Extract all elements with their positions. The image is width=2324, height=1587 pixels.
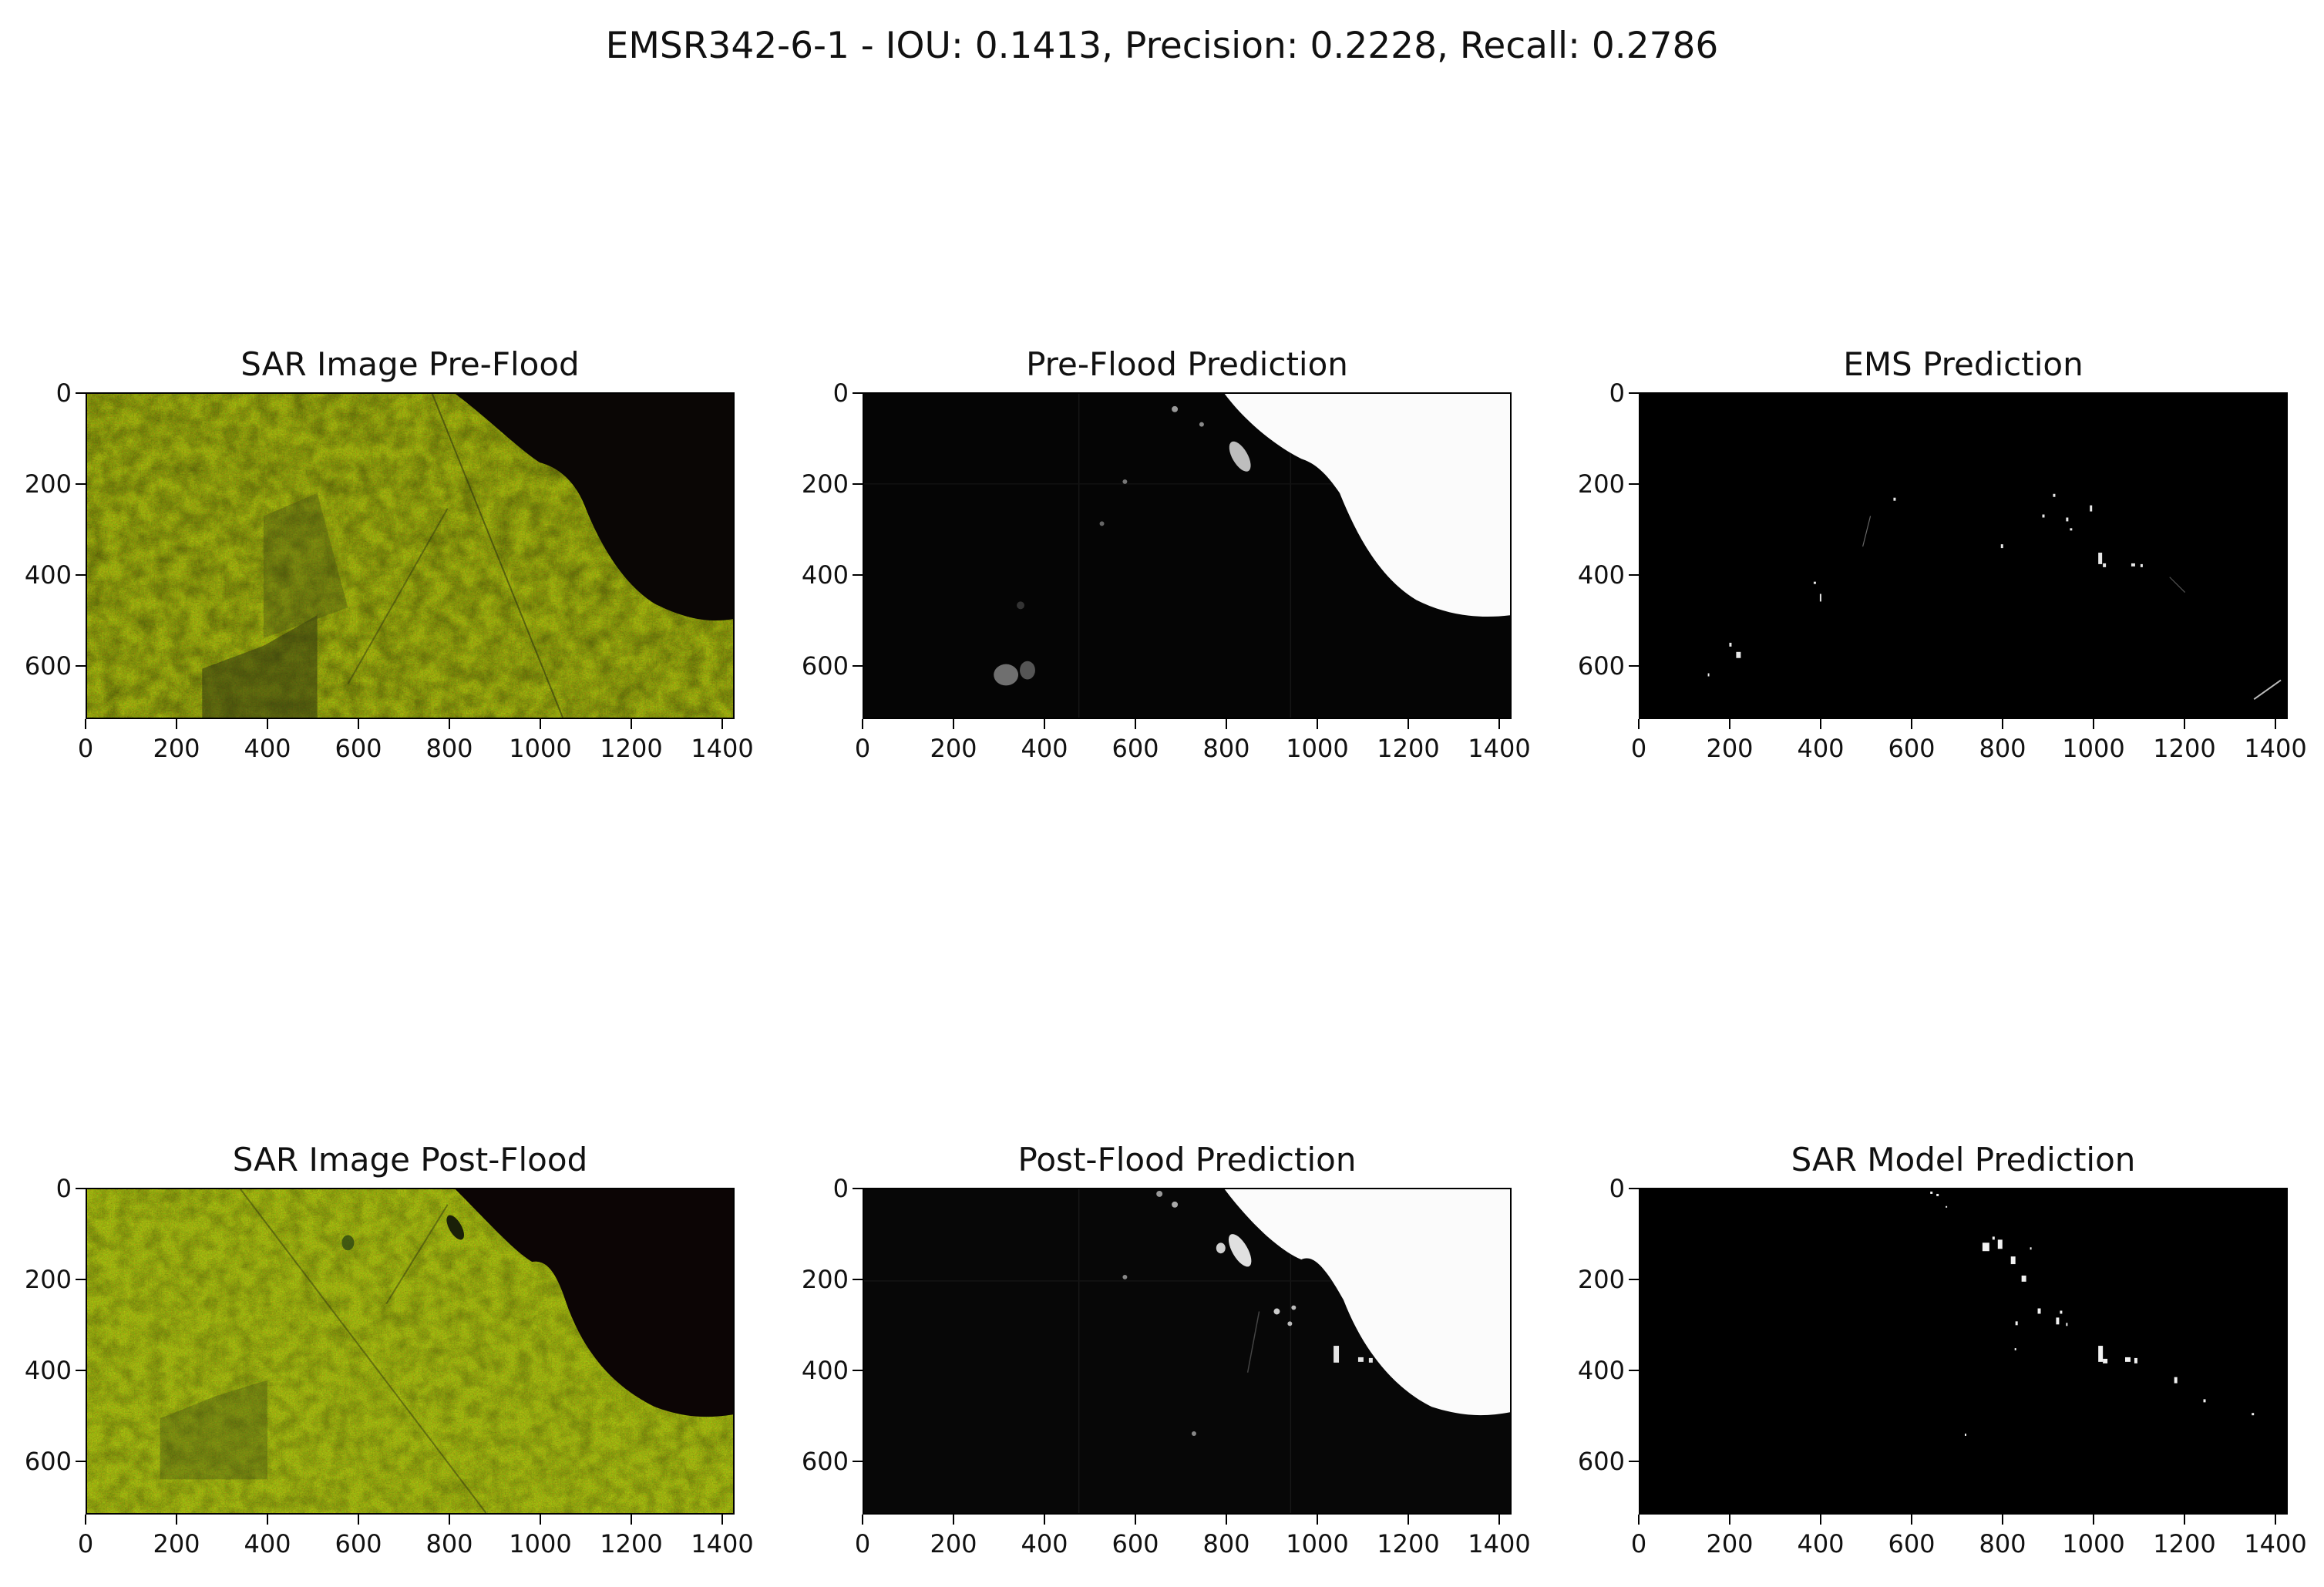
x-tick-label: 600: [1888, 1529, 1936, 1558]
y-tick-label: 0: [55, 378, 72, 408]
panel-pre-flood-prediction: Pre-Flood Prediction 0 200 400 600 800 1…: [802, 345, 1531, 763]
x-tick-label: 1200: [600, 1529, 663, 1558]
ems-mask: [1640, 394, 2286, 718]
x-tick-label: 1000: [2062, 734, 2125, 763]
x-tick-label: 1200: [600, 734, 663, 763]
y-tick-label: 600: [24, 651, 72, 681]
panel-title: SAR Model Prediction: [1791, 1141, 2136, 1178]
x-tick-label: 600: [1112, 1529, 1159, 1558]
panel-title: Post-Flood Prediction: [1017, 1141, 1357, 1178]
panel-title: SAR Image Post-Flood: [232, 1141, 588, 1178]
y-tick-label: 200: [801, 1265, 849, 1294]
x-tick-label: 200: [153, 734, 200, 763]
x-tick-label: 1000: [1286, 1529, 1349, 1558]
x-tick-label: 800: [1202, 1529, 1250, 1558]
y-tick-label: 200: [24, 469, 72, 499]
x-tick-label: 400: [1797, 734, 1845, 763]
panel-sar-pre-flood: SAR Image Pre-Flood 0: [25, 345, 754, 763]
x-tick-label: 1000: [1286, 734, 1349, 763]
y-tick-label: 400: [24, 1356, 72, 1385]
x-tick-label: 800: [425, 734, 473, 763]
x-tick-label: 1200: [1377, 734, 1440, 763]
x-tick-label: 600: [335, 1529, 382, 1558]
x-tick-label: 200: [153, 1529, 200, 1558]
image-axes: [863, 392, 1512, 719]
x-tick-label: 1000: [509, 1529, 572, 1558]
sar-image-post: [87, 1189, 733, 1513]
image-axes: [86, 392, 735, 719]
x-tick-label: 1400: [691, 1529, 754, 1558]
x-tick-label: 200: [1706, 1529, 1754, 1558]
x-tick-label: 200: [930, 1529, 977, 1558]
x-tick-label: 1200: [1377, 1529, 1440, 1558]
y-tick-label: 200: [801, 469, 849, 499]
y-tick-label: 400: [1577, 560, 1625, 590]
x-tick-label: 1400: [1468, 734, 1531, 763]
x-tick-label: 400: [1021, 734, 1068, 763]
y-tick-label: 400: [801, 1356, 849, 1385]
x-tick-label: 1400: [2244, 1529, 2307, 1558]
x-tick-label: 800: [1202, 734, 1250, 763]
x-tick-label: 800: [1979, 1529, 2026, 1558]
sar-model-mask: [1640, 1189, 2286, 1513]
x-tick-label: 1200: [2153, 1529, 2216, 1558]
panel-title: SAR Image Pre-Flood: [240, 345, 580, 383]
x-tick-label: 1400: [1468, 1529, 1531, 1558]
y-tick-label: 400: [24, 560, 72, 590]
x-tick-label: 800: [425, 1529, 473, 1558]
y-tick-label: 0: [1609, 1174, 1625, 1203]
y-tick-label: 400: [1577, 1356, 1625, 1385]
y-tick-label: 600: [24, 1447, 72, 1476]
x-tick-label: 0: [77, 734, 94, 763]
y-tick-label: 600: [1577, 651, 1625, 681]
x-tick-label: 600: [335, 734, 382, 763]
x-tick-label: 400: [1797, 1529, 1845, 1558]
image-axes: [863, 1188, 1512, 1515]
x-tick-label: 600: [1112, 734, 1159, 763]
y-tick-label: 200: [1577, 469, 1625, 499]
x-tick-label: 1400: [2244, 734, 2307, 763]
x-tick-label: 0: [854, 734, 871, 763]
panel-sar-model-prediction: SAR Model Prediction: [1578, 1141, 2307, 1558]
y-tick-label: 600: [801, 651, 849, 681]
image-axes: [1639, 392, 2288, 719]
image-axes: [86, 1188, 735, 1515]
x-tick-label: 200: [1706, 734, 1754, 763]
y-tick-label: 0: [1609, 378, 1625, 408]
y-tick-label: 400: [801, 560, 849, 590]
x-tick-label: 1000: [2062, 1529, 2125, 1558]
y-tick-label: 0: [55, 1174, 72, 1203]
y-tick-label: 600: [1577, 1447, 1625, 1476]
y-tick-label: 0: [832, 1174, 849, 1203]
x-tick-label: 0: [1630, 1529, 1647, 1558]
prediction-mask-pre: [864, 394, 1510, 718]
x-tick-label: 400: [244, 1529, 291, 1558]
x-tick-label: 1400: [691, 734, 754, 763]
figure-title: EMSR342-6-1 - IOU: 0.1413, Precision: 0.…: [605, 25, 1719, 67]
panel-sar-post-flood: SAR Image Post-Flood: [25, 1141, 754, 1558]
y-tick-label: 600: [801, 1447, 849, 1476]
x-tick-label: 0: [854, 1529, 871, 1558]
x-tick-label: 1000: [509, 734, 572, 763]
y-tick-label: 200: [24, 1265, 72, 1294]
prediction-mask-post: [864, 1189, 1510, 1513]
panel-ems-prediction: EMS Prediction: [1578, 345, 2307, 763]
y-tick-label: 200: [1577, 1265, 1625, 1294]
x-tick-label: 400: [244, 734, 291, 763]
panel-title: Pre-Flood Prediction: [1026, 345, 1348, 383]
x-tick-label: 800: [1979, 734, 2026, 763]
image-axes: [1639, 1188, 2288, 1515]
panel-post-flood-prediction: Post-Flood Prediction 0 200 400 600 800 …: [802, 1141, 1531, 1558]
x-tick-label: 400: [1021, 1529, 1068, 1558]
y-tick-label: 0: [832, 378, 849, 408]
sar-image-pre: [87, 394, 733, 718]
x-tick-label: 0: [1630, 734, 1647, 763]
x-tick-label: 600: [1888, 734, 1936, 763]
x-tick-label: 1200: [2153, 734, 2216, 763]
panel-title: EMS Prediction: [1843, 345, 2084, 383]
x-tick-label: 0: [77, 1529, 94, 1558]
x-tick-label: 200: [930, 734, 977, 763]
